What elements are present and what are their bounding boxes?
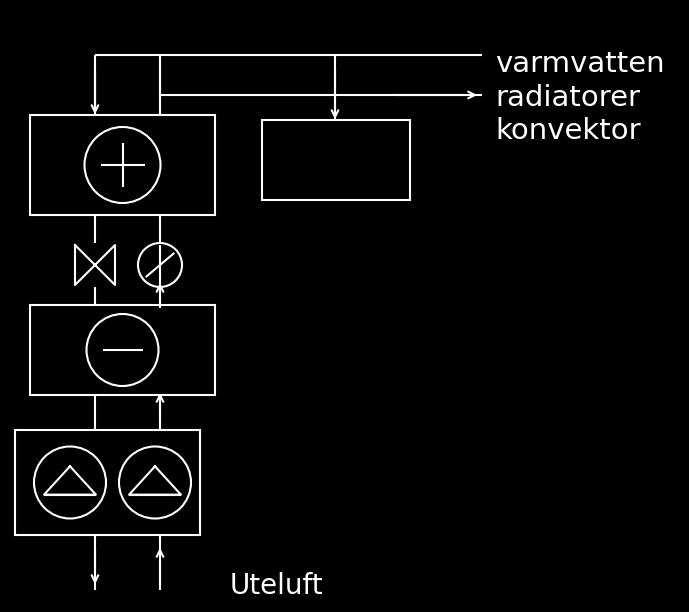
Bar xyxy=(30,115,215,215)
Bar xyxy=(15,430,200,535)
Bar xyxy=(262,120,410,200)
Text: Uteluft: Uteluft xyxy=(230,572,324,600)
Text: varmvatten
radiatorer
konvektor: varmvatten radiatorer konvektor xyxy=(495,50,665,145)
Bar xyxy=(30,305,215,395)
